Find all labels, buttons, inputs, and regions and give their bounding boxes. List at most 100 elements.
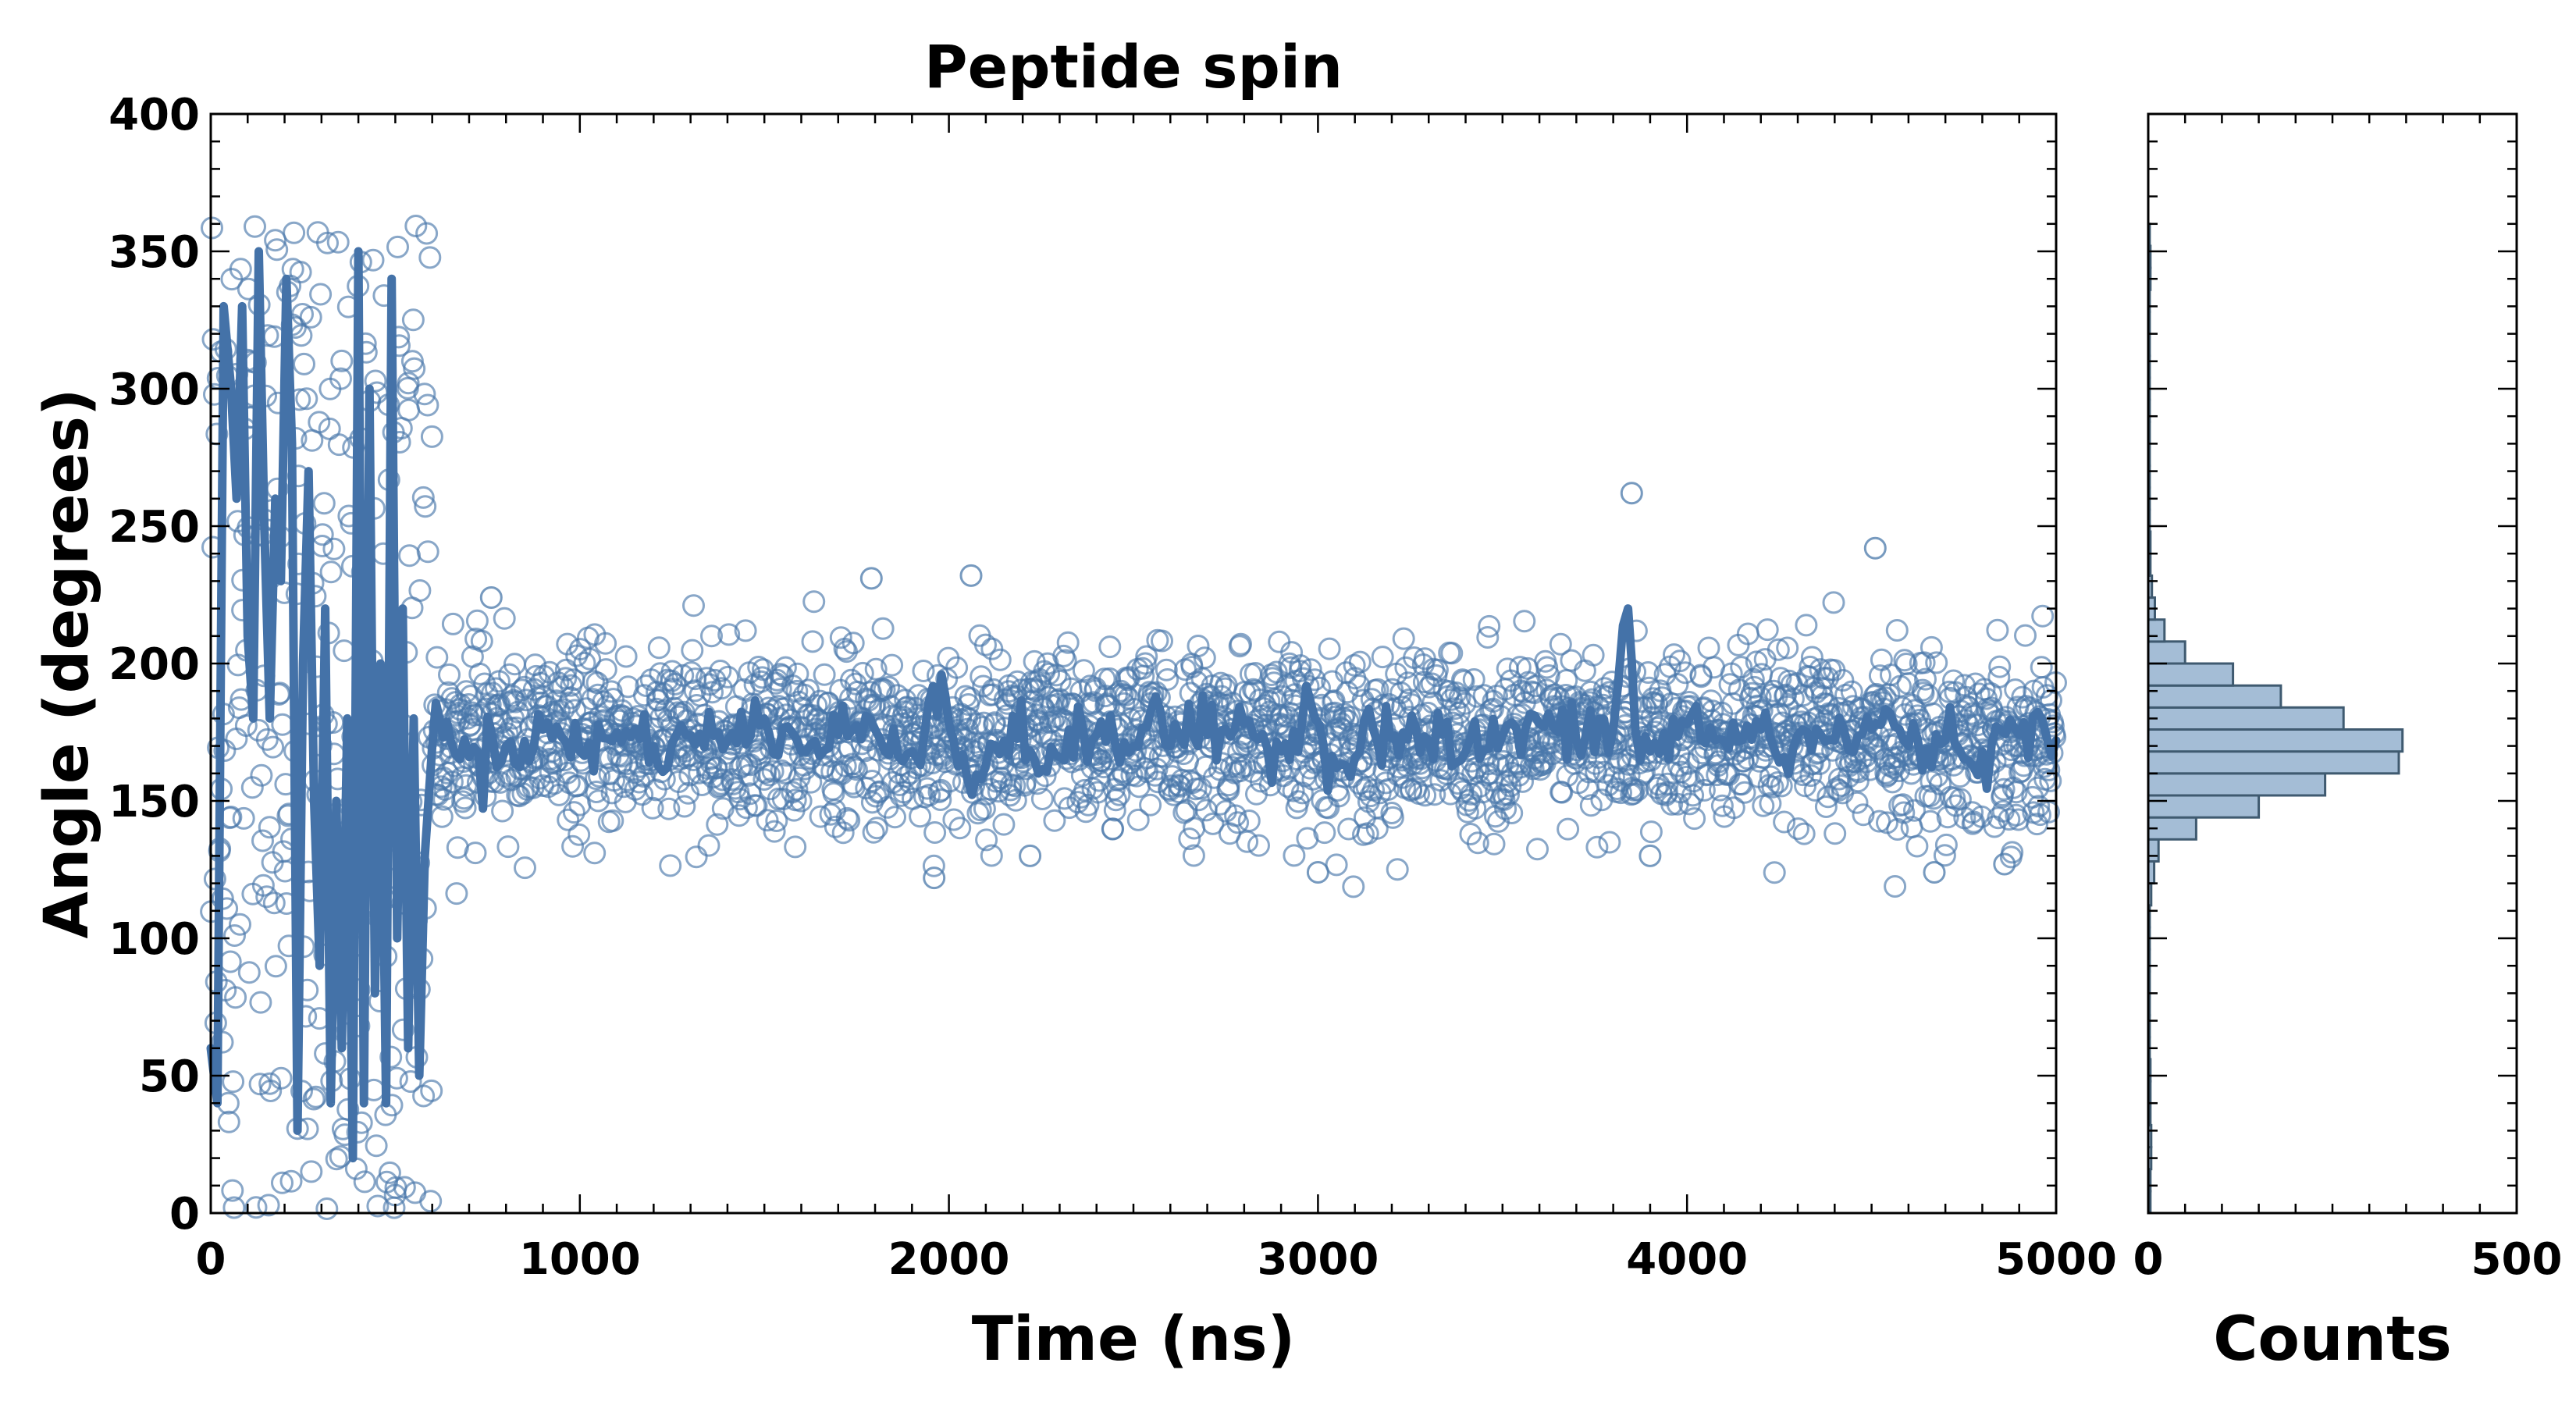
scatter-point	[654, 699, 678, 722]
scatter-point	[673, 795, 696, 818]
scatter-point	[1452, 670, 1475, 693]
scatter-point	[1993, 765, 2016, 788]
scatter-point	[401, 308, 425, 332]
histogram-bars-group	[2147, 222, 2404, 1215]
scatter-point	[1668, 649, 1692, 673]
scatter-point	[309, 283, 333, 306]
scatter-point	[1526, 838, 1549, 861]
x-tick-label: 1000	[519, 1234, 641, 1285]
scatter-point	[1988, 655, 2012, 678]
scatter-point	[386, 235, 409, 258]
scatter-point	[399, 1070, 422, 1093]
scatter-point	[877, 675, 901, 699]
scatter-point	[1453, 692, 1477, 715]
scatter-point	[659, 854, 682, 877]
scatter-point	[1392, 627, 1415, 650]
scatter-point-outlier	[1019, 844, 1042, 867]
x-tick-label: 0	[196, 1234, 226, 1285]
scatter-point	[2031, 604, 2055, 628]
scatter-point	[1639, 820, 1663, 844]
scatter-point	[440, 770, 464, 794]
scatter-point	[1236, 830, 1259, 853]
scatter-point	[568, 823, 591, 846]
scatter-point	[1201, 812, 1225, 835]
scatter-point	[1101, 817, 1125, 841]
scatter-point	[1852, 803, 1875, 827]
scatter-point	[1423, 783, 1446, 806]
scatter-point	[413, 382, 436, 406]
scatter-point	[594, 632, 617, 655]
scatter-point	[1155, 658, 1178, 681]
scatter-point	[758, 763, 781, 787]
scatter-point	[988, 648, 1012, 671]
scatter-point-outlier	[479, 586, 503, 609]
scatter-point	[329, 367, 352, 390]
scatter-point	[1352, 778, 1375, 801]
hist-x-tick-label: 500	[2471, 1234, 2563, 1285]
scatter-point	[647, 636, 671, 660]
histogram-bar	[2147, 728, 2404, 753]
scatter-point	[445, 882, 468, 906]
scatter-point	[251, 829, 274, 852]
scatter-point	[222, 1070, 245, 1094]
scatter-point	[813, 663, 836, 686]
scatter-point	[302, 1087, 326, 1111]
scatter-point	[1493, 788, 1516, 811]
scatter-point	[784, 835, 807, 859]
scatter-point	[697, 834, 720, 857]
scatter-point	[416, 393, 439, 417]
scatter-point	[700, 624, 723, 648]
scatter-point	[418, 246, 442, 269]
scatter-point	[1692, 778, 1716, 802]
scatter-point-outlier	[859, 567, 883, 590]
scatter-point	[1226, 811, 1250, 834]
scatter-point	[1683, 807, 1706, 831]
scatter-point	[802, 590, 826, 614]
scatter-point	[641, 796, 664, 820]
scatter-point	[2026, 813, 2048, 836]
scatter-point	[710, 677, 733, 700]
scatter-point	[970, 665, 993, 688]
scatter-point	[304, 1085, 328, 1108]
scatter-point	[884, 806, 906, 829]
scatter-point	[397, 398, 421, 422]
scatter-point	[633, 684, 656, 707]
scatter-point	[1325, 853, 1348, 877]
scatter-point	[747, 656, 770, 678]
scatter-point	[1037, 662, 1061, 685]
scatter-point	[353, 1170, 376, 1194]
chart-title: Peptide spin	[924, 32, 1343, 101]
scatter-point	[706, 813, 729, 836]
scatter-point	[1986, 618, 2009, 642]
histogram-bar	[2147, 750, 2400, 775]
scatter-point	[843, 756, 866, 779]
scatter-point	[657, 797, 681, 820]
scatter-point	[1730, 656, 1753, 679]
scatter-point	[909, 805, 932, 828]
scatter-point	[975, 828, 998, 852]
scatter-point	[1663, 643, 1685, 667]
scatter-point	[491, 799, 514, 823]
scatter-point	[258, 1072, 282, 1095]
main-ticks-group: 0 1000 2000 3000 4000 5000 0 50 100 150 200 250 300 3…	[109, 90, 2117, 1285]
scatter-point	[1237, 809, 1261, 832]
scatter-point	[312, 492, 336, 515]
histogram-bar	[2147, 684, 2282, 709]
scatter-point	[1845, 791, 1869, 814]
scatter-point	[1268, 630, 1291, 653]
y-tick-label: 250	[109, 502, 200, 553]
scatter-point	[1722, 796, 1745, 820]
scatter-point	[1313, 821, 1336, 845]
scatter-point	[322, 537, 346, 560]
hist-x-tick-label: 0	[2133, 1234, 2164, 1285]
scatter-point	[1573, 659, 1596, 682]
scatter-point	[587, 789, 610, 813]
scatter-point	[822, 781, 845, 805]
scatter-point	[1825, 777, 1848, 800]
scatter-point	[1348, 650, 1372, 674]
scatter-point	[1800, 646, 1823, 669]
scatter-point	[1948, 765, 1972, 788]
scatter-point	[1767, 638, 1790, 661]
scatter-point	[786, 662, 809, 685]
scatter-point	[221, 1179, 244, 1202]
